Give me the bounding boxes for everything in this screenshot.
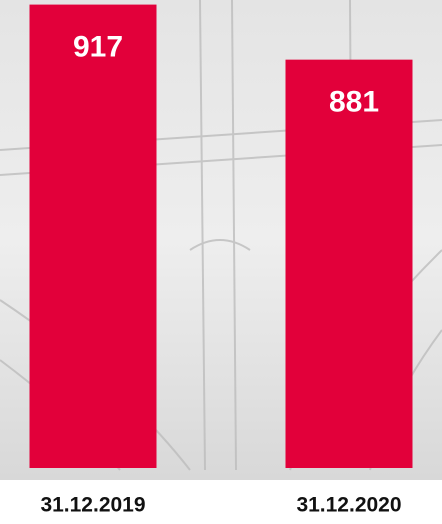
- value-label: 917: [73, 31, 123, 64]
- bar: [29, 4, 157, 469]
- bar: [285, 59, 413, 468]
- value-label: 881: [329, 86, 379, 119]
- x-tick-label: 31.12.2020: [296, 494, 401, 517]
- x-tick-label: 31.12.2019: [40, 494, 145, 517]
